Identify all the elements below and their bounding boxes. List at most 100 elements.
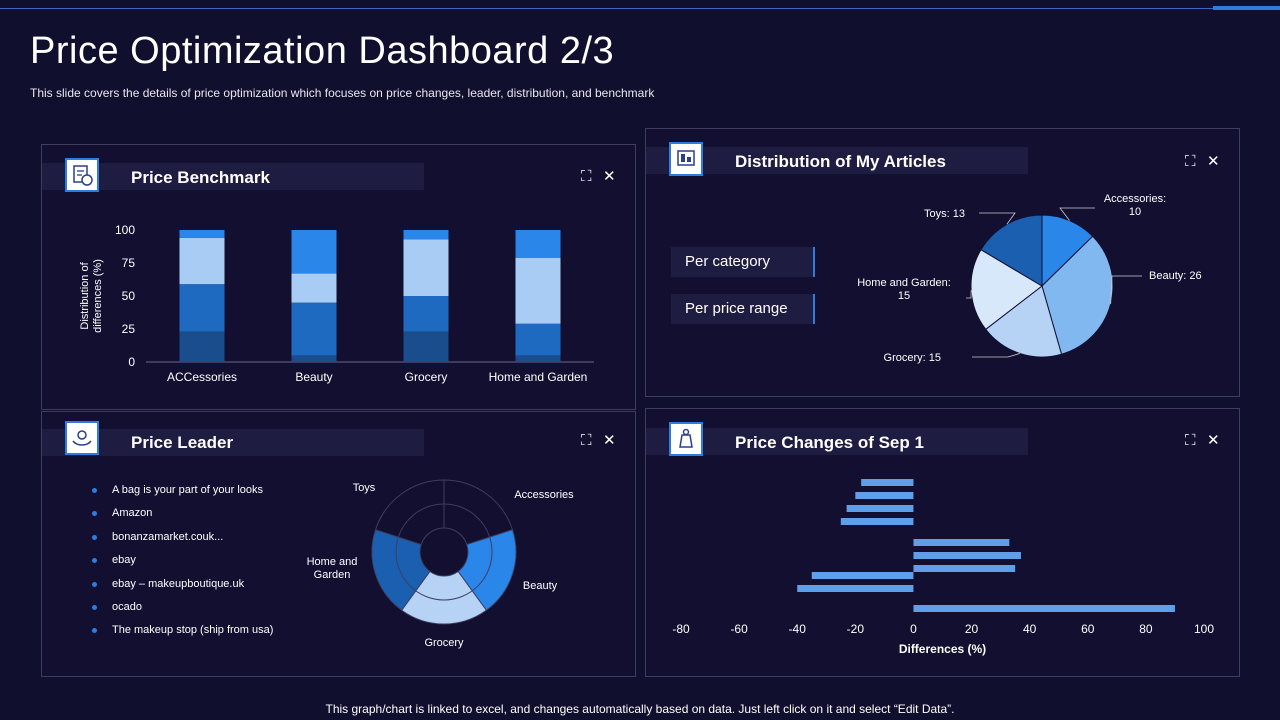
bar [855, 492, 914, 499]
leader-title: Price Leader [131, 433, 234, 452]
pie-label: Accessories: 10 [1104, 193, 1166, 218]
y-tick-label: 75 [122, 256, 136, 270]
bullet-icon [92, 511, 97, 517]
list-item: Amazon [92, 507, 273, 530]
benchmark-header [42, 163, 424, 190]
distribution-header [646, 147, 1028, 174]
distribution-panel: Distribution of My Articles ⛶ ✕ Per cate… [645, 128, 1240, 397]
pie-label: Grocery: 15 [884, 352, 941, 364]
changes-icon [669, 422, 703, 456]
x-tick-label: -20 [847, 622, 865, 636]
leader-list: A bag is your part of your looks Amazon … [92, 484, 273, 648]
bar [515, 257, 561, 324]
y-tick-label: 25 [122, 322, 136, 336]
x-tick-label: Home and Garden [489, 370, 588, 384]
bar [797, 585, 914, 592]
changes-title: Price Changes of Sep 1 [735, 433, 924, 452]
bar [179, 237, 225, 285]
leader-line [1059, 207, 1095, 221]
pie-label: Toys: 13 [924, 208, 965, 220]
x-tick-label: Grocery [405, 370, 448, 384]
bullet-icon [92, 581, 97, 587]
top-accent [1213, 6, 1280, 10]
pie-slice [1041, 214, 1094, 288]
leader-line [972, 353, 1020, 358]
footer-note: This graph/chart is linked to excel, and… [325, 702, 955, 716]
leader-chart: Accessories Beauty Grocery Home and Garden To… [307, 479, 574, 649]
leader-icon [65, 421, 99, 455]
bar [913, 565, 1016, 572]
list-item: ocado [92, 601, 273, 624]
ring-label: Home and Garden [307, 556, 358, 581]
pie-label: Beauty: 26 [1149, 270, 1202, 282]
x-axis-label: Differences (%) [899, 642, 986, 656]
x-tick-label: 100 [1194, 622, 1214, 636]
ring-inner-guide [395, 503, 493, 601]
list-item: ebay – makeupboutique.uk [92, 578, 273, 601]
bar [291, 355, 337, 362]
changes-chart: -80 -60 -40 -20 0 20 40 60 80 100 Differences (%) [672, 479, 1214, 656]
bar [291, 273, 337, 303]
bullet-icon [92, 604, 97, 610]
bullet-icon [92, 558, 97, 564]
ring-label: Beauty [523, 580, 558, 592]
distribution-icon [669, 142, 703, 176]
bar [179, 284, 225, 332]
x-tick-label: -60 [730, 622, 748, 636]
page-subtitle: This slide covers the details of price o… [30, 86, 655, 100]
x-tick-label: 40 [1023, 622, 1037, 636]
pie-slice [985, 285, 1063, 358]
y-axis-label: Distribution ofdifferences (%) [79, 259, 104, 333]
bullet-icon [92, 534, 97, 540]
leader-panel: Price Leader ⛶ ✕ [41, 411, 636, 677]
expand-icon[interactable]: ⛶ [1185, 432, 1196, 449]
expand-icon[interactable]: ⛶ [581, 432, 592, 449]
list-item: bonanzamarket.couk... [92, 531, 273, 554]
leader-line [1110, 275, 1142, 305]
bar [403, 239, 449, 296]
list-item: ebay [92, 554, 273, 577]
close-icon[interactable]: ✕ [603, 432, 616, 449]
benchmark-icon [65, 158, 99, 192]
y-tick-label: 100 [115, 223, 135, 237]
x-tick-label: 60 [1081, 622, 1095, 636]
x-tick-label: 0 [910, 622, 917, 636]
ring-label: Grocery [424, 637, 464, 649]
expand-icon[interactable]: ⛶ [1185, 153, 1196, 170]
pie-slice [970, 249, 1043, 331]
leader-header [42, 429, 424, 456]
distribution-title: Distribution of My Articles [735, 152, 946, 171]
bullet-icon [92, 628, 97, 634]
bar [291, 302, 337, 356]
bar [913, 605, 1175, 612]
ring-segment [400, 570, 488, 625]
bar [403, 331, 449, 362]
benchmark-title: Price Benchmark [131, 168, 270, 187]
ring-segment [443, 479, 514, 546]
pie-slice [980, 214, 1043, 287]
x-tick-label: 80 [1139, 622, 1153, 636]
per-category-button[interactable]: Per category [671, 247, 815, 277]
bar [840, 518, 914, 525]
bar [179, 230, 225, 238]
distribution-chart: Accessories: 10 Beauty: 26 Grocery: 15 Home … [857, 193, 1202, 364]
bar [913, 539, 1010, 546]
y-tick-label: 0 [128, 355, 135, 369]
close-icon[interactable]: ✕ [1207, 153, 1220, 170]
page-title: Price Optimization Dashboard 2/3 [30, 30, 615, 72]
close-icon[interactable]: ✕ [603, 168, 616, 185]
ring-label: Toys [353, 482, 376, 494]
list-item: The makeup stop (ship from usa) [92, 624, 273, 647]
x-tick-label: 20 [965, 622, 979, 636]
list-item: A bag is your part of your looks [92, 484, 273, 507]
per-price-range-button[interactable]: Per price range [671, 294, 815, 324]
bar [515, 355, 561, 362]
close-icon[interactable]: ✕ [1207, 432, 1220, 449]
top-rule [0, 8, 1280, 9]
expand-icon[interactable]: ⛶ [581, 168, 592, 185]
bar [515, 323, 561, 356]
leader-line [979, 212, 1016, 225]
bar [403, 296, 449, 332]
bar [515, 230, 561, 258]
x-tick-label: ACCessories [167, 370, 237, 384]
